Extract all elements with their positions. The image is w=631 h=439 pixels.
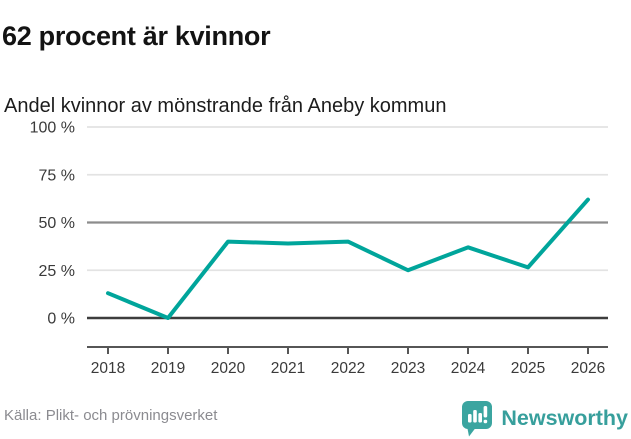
y-tick-label: 100 %	[30, 120, 75, 137]
y-tick-label: 0 %	[47, 311, 75, 328]
y-tick-label: 75 %	[39, 167, 75, 184]
x-tick-label: 2022	[331, 360, 365, 377]
x-tick-label: 2019	[151, 360, 185, 377]
x-tick-label: 2020	[211, 360, 246, 377]
chart-subtitle: Andel kvinnor av mönstrande från Aneby k…	[4, 95, 447, 117]
x-tick-label: 2025	[511, 360, 545, 377]
x-tick-label: 2026	[571, 360, 605, 377]
data-line-andel-kvinnor	[106, 197, 590, 320]
logo-wordmark: Newsworthy	[501, 406, 628, 430]
y-tick-label: 25 %	[39, 263, 75, 280]
x-tick-label: 2021	[271, 360, 305, 377]
chart-title: 62 procent är kvinnor	[2, 21, 271, 52]
bar-chart-speech-bubble-icon	[462, 401, 493, 437]
y-tick-label: 50 %	[39, 215, 75, 232]
x-tick-label: 2023	[391, 360, 425, 377]
x-tick-label: 2018	[91, 360, 125, 377]
line-chart: 0 % 25 % 50 % 75 % 100 % 2018 2019 2020 2021 2022…	[30, 120, 608, 377]
x-tick-label: 2024	[451, 360, 486, 377]
newsworthy-logo: Newsworthy	[461, 400, 628, 437]
source-note: Källa: Plikt- och prövningsverket	[4, 407, 218, 424]
